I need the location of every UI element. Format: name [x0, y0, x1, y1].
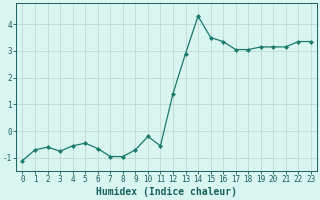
X-axis label: Humidex (Indice chaleur): Humidex (Indice chaleur) — [96, 187, 237, 197]
